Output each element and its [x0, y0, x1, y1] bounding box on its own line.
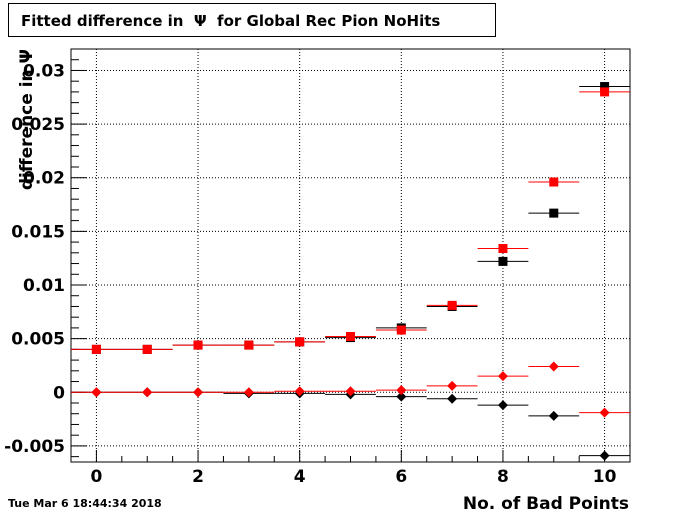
- data-point-diamond: [447, 380, 458, 391]
- data-point-diamond: [548, 410, 559, 421]
- data-point-square: [396, 325, 406, 335]
- x-tick-label: 2: [192, 467, 204, 487]
- x-tick-label: 6: [395, 467, 407, 487]
- series-1: [71, 87, 630, 354]
- data-point-square: [447, 300, 457, 310]
- datestamp: Tue Mar 6 18:44:34 2018: [8, 497, 162, 510]
- data-point-square: [193, 340, 203, 350]
- data-point-square: [295, 337, 305, 347]
- data-point-square: [549, 177, 559, 187]
- data-point-diamond: [497, 400, 508, 411]
- data-point-square: [142, 344, 152, 354]
- series-3: [71, 361, 630, 418]
- series-0: [71, 82, 630, 354]
- y-tick-label: 0.03: [23, 61, 65, 81]
- data-point-square: [600, 87, 610, 97]
- data-point-square: [549, 208, 559, 218]
- data-point-square: [244, 340, 254, 350]
- y-tick-label: 0.02: [23, 169, 65, 189]
- x-axis-label: No. of Bad Points: [463, 494, 629, 514]
- y-tick-label: 0.01: [23, 276, 65, 296]
- title-box: Fitted difference in Ψ for Global Rec Pi…: [8, 3, 496, 37]
- series-2: [71, 387, 630, 461]
- data-point-square: [498, 256, 508, 266]
- data-point-diamond: [142, 387, 153, 398]
- x-tick-label: 8: [497, 467, 509, 487]
- y-axis-label: difference in Ψ: [17, 49, 37, 190]
- axis-ticks: [70, 48, 631, 462]
- grid-lines: [71, 49, 630, 462]
- y-tick-label: -0.005: [4, 437, 65, 457]
- data-point-square: [346, 331, 355, 341]
- data-point-diamond: [294, 386, 305, 397]
- y-tick-label: 0.025: [11, 115, 65, 135]
- data-point-diamond: [599, 407, 610, 418]
- data-point-diamond: [243, 387, 254, 398]
- data-series: [71, 82, 630, 461]
- y-tick-label: 0: [53, 383, 65, 403]
- data-point-diamond: [396, 385, 407, 396]
- data-point-diamond: [548, 361, 559, 372]
- tick-labels: 0 2 4 6 8 10 -0.005 0 0.005 0.01 0.015 0.02 0.025 0.0…: [4, 61, 616, 487]
- data-point-diamond: [447, 393, 458, 404]
- data-point-diamond: [91, 387, 102, 398]
- data-point-square: [498, 244, 508, 254]
- data-point-diamond: [345, 386, 356, 397]
- data-point-square: [91, 344, 101, 354]
- data-point-diamond: [396, 391, 407, 402]
- data-point-diamond: [497, 371, 508, 382]
- x-tick-label: 10: [593, 467, 617, 487]
- data-point-square: [600, 82, 610, 92]
- chart-title: Fitted difference in Ψ for Global Rec Pi…: [21, 12, 441, 30]
- y-tick-label: 0.005: [11, 330, 65, 350]
- y-tick-label: 0.015: [11, 222, 65, 242]
- data-point-diamond: [599, 450, 610, 461]
- data-point-diamond: [193, 387, 204, 398]
- x-tick-label: 4: [294, 467, 306, 487]
- plot-frame: [70, 48, 631, 463]
- x-tick-label: 0: [90, 467, 102, 487]
